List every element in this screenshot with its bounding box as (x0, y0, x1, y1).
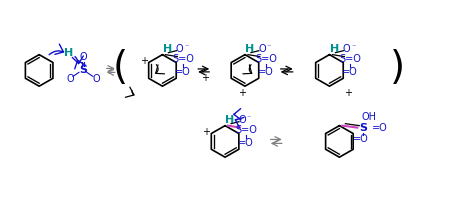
Text: S=O: S=O (235, 125, 257, 135)
Text: ): ) (390, 49, 405, 87)
Text: ⁻: ⁻ (351, 42, 356, 51)
Text: H: H (163, 44, 172, 54)
Text: S: S (359, 123, 367, 133)
Text: ⁻: ⁻ (184, 42, 189, 51)
Text: O: O (175, 44, 183, 54)
Text: O: O (79, 52, 87, 62)
Text: +: + (344, 88, 352, 98)
Text: O: O (66, 74, 74, 84)
Text: =O: =O (342, 67, 358, 77)
Text: ⁻: ⁻ (247, 113, 251, 122)
Text: =O: =O (175, 67, 191, 77)
Text: (: ( (113, 49, 128, 87)
Text: S=O: S=O (173, 54, 194, 64)
Text: O: O (238, 115, 246, 125)
Text: =O: =O (354, 134, 369, 144)
Text: S=O: S=O (339, 54, 361, 64)
Text: H: H (226, 115, 235, 125)
Text: =O: =O (238, 138, 254, 148)
Text: O: O (343, 44, 350, 54)
Text: =O: =O (372, 123, 388, 133)
Text: +: + (202, 127, 210, 137)
Text: H: H (330, 44, 339, 54)
Text: OH: OH (361, 112, 376, 122)
Text: S=O: S=O (255, 54, 277, 64)
Text: ⁻: ⁻ (266, 42, 271, 51)
Text: O: O (92, 74, 100, 84)
Text: H: H (246, 44, 255, 54)
Text: +: + (139, 56, 147, 66)
Text: S: S (79, 65, 87, 75)
Text: +: + (238, 88, 246, 98)
Text: =O: =O (258, 67, 273, 77)
Text: +: + (201, 73, 209, 83)
Text: H: H (64, 48, 73, 58)
Text: O: O (258, 44, 265, 54)
